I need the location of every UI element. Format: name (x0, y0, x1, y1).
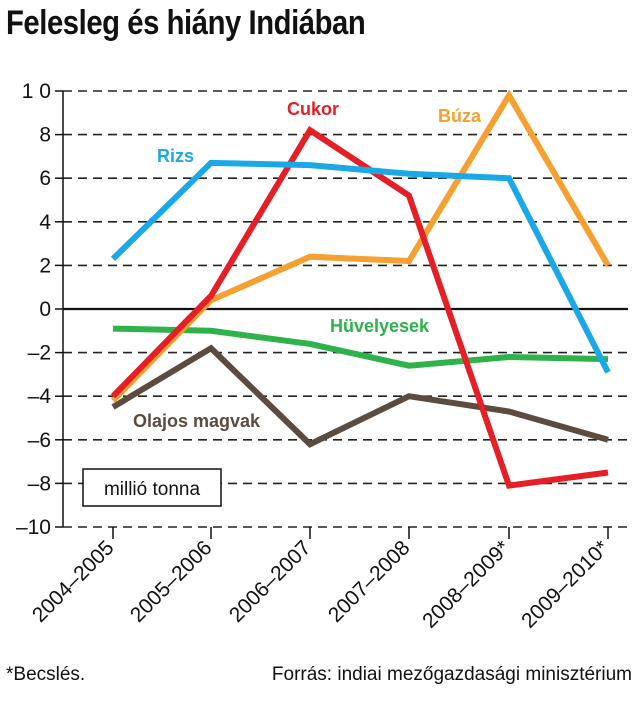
y-tick-label: –8 (28, 472, 51, 495)
x-tick-label: 2006–2007 (225, 536, 316, 627)
unit-label: millió tonna (104, 479, 201, 500)
y-tick-label: –2 (28, 342, 51, 365)
footnote: *Becslés. (6, 664, 86, 685)
y-tick-label: 4 (39, 211, 51, 234)
x-tick-label: 2005–2006 (126, 536, 217, 627)
y-tick-label: 0 (39, 298, 51, 321)
series-line-rizs (110, 159, 611, 374)
y-tick-label: 8 (39, 124, 51, 147)
y-tick-label: 1 0 (22, 80, 51, 103)
x-tick-label: 2008–2009* (418, 536, 514, 632)
unit-box: millió tonna (82, 468, 222, 507)
series-line-hüvelyesek (112, 325, 609, 369)
x-tick-label: 2009–2010* (517, 536, 613, 632)
x-tick-label: 2007–2008 (324, 536, 415, 627)
y-tick-label: –6 (28, 429, 51, 452)
series-label-olajos-magvak: Olajos magvak (133, 411, 261, 431)
series-label-cukor: Cukor (287, 99, 339, 119)
series-line-olajos-magvak (111, 344, 609, 448)
series-label-búza: Búza (438, 106, 482, 126)
y-tick-label: –4 (28, 385, 52, 408)
series-label-rizs: Rizs (157, 146, 194, 166)
series-line-cukor (110, 125, 609, 489)
y-tick-label: 6 (39, 167, 51, 190)
y-tick-label: –10 (16, 516, 51, 539)
chart-title: Felesleg és hiány Indiában (6, 4, 366, 42)
series-label-hüvelyesek: Hüvelyesek (330, 316, 430, 336)
source-note: Forrás: indiai mezőgazdasági minisztériu… (271, 664, 632, 685)
series-labels: Rizs Cukor Búza Hüvelyesek Olajos magvak (133, 99, 482, 431)
x-axis: 2004–2005 2005–2006 2006–2007 2007–2008 2008… (28, 527, 614, 633)
series-line-búza (110, 89, 611, 403)
x-tick-label: 2004–2005 (28, 536, 119, 627)
y-tick-label: 2 (39, 254, 51, 277)
series-lines (110, 89, 611, 489)
